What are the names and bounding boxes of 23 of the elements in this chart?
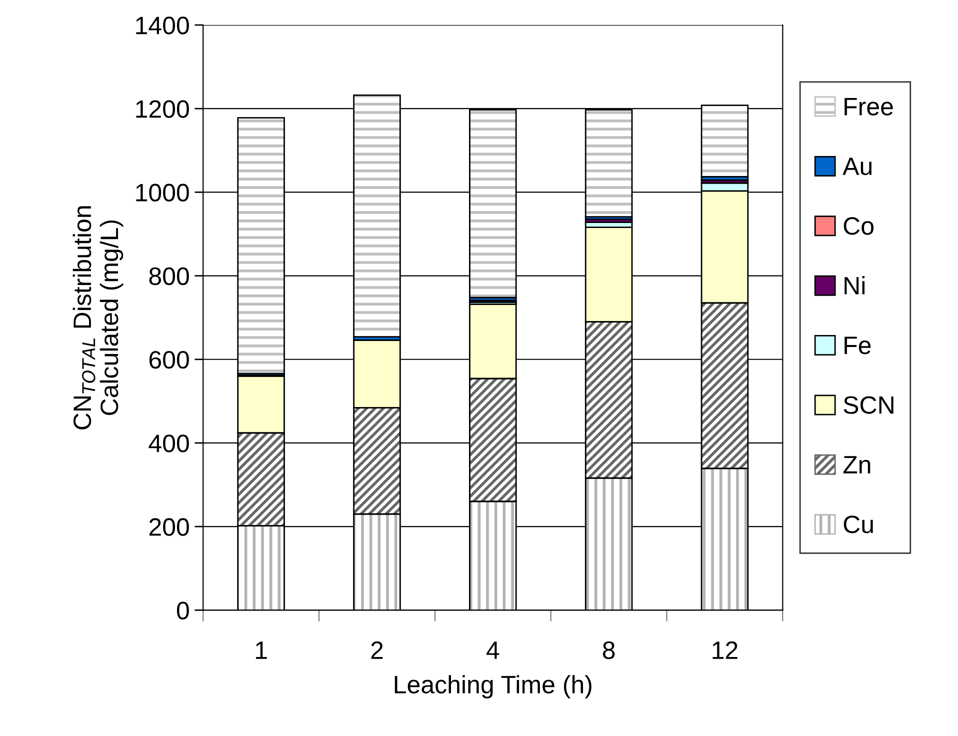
y-tick-label: 1400 bbox=[136, 16, 189, 34]
y-tick-label: 0 bbox=[176, 602, 189, 620]
y-tick-label: 200 bbox=[149, 518, 189, 536]
y-tick-label: 600 bbox=[149, 350, 189, 369]
legend-label: Cu bbox=[844, 516, 873, 534]
x-axis-title: Leaching Time (h) bbox=[394, 675, 592, 698]
legend-label: Fe bbox=[844, 336, 871, 354]
legend-label: Co bbox=[844, 217, 874, 235]
legend-label: SCN bbox=[844, 396, 894, 414]
x-tick-label: 1 bbox=[256, 642, 267, 659]
y-tick-label: 800 bbox=[149, 267, 189, 286]
x-tick-label: 8 bbox=[602, 641, 615, 660]
x-tick-label: 12 bbox=[712, 641, 738, 659]
x-tick-label: 2 bbox=[371, 641, 383, 659]
y-tick-label: 1000 bbox=[136, 184, 189, 202]
legend-label: Zn bbox=[843, 456, 870, 474]
y-tick-label: 400 bbox=[148, 434, 189, 452]
x-tick-label: 4 bbox=[486, 642, 500, 659]
y-tick-label: 1200 bbox=[136, 100, 189, 118]
legend-label: Ni bbox=[844, 276, 864, 294]
legend-label: Free bbox=[844, 98, 893, 116]
legend-label: Au bbox=[842, 158, 872, 176]
y-axis-title: CN$_{TOTAL}$ Distribution Calculated (mg/L) bbox=[72, 206, 124, 430]
